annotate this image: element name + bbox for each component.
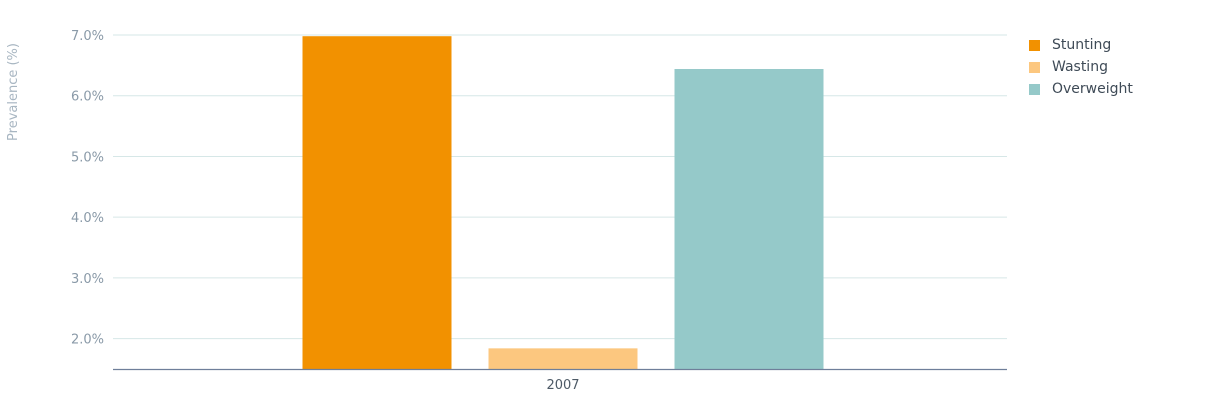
legend-swatch [1029,39,1040,51]
y-axis-label: Prevalence (%) [6,43,21,141]
x-tick-label: 2007 [546,378,579,393]
bars [302,36,824,370]
legend-label: Overweight [1052,81,1133,97]
y-tick-label: 6.0% [71,90,104,105]
x-axis-ticks: 2007 [546,378,579,393]
legend-label: Stunting [1052,37,1112,53]
grid-lines [113,34,1007,340]
y-tick-label: 2.0% [71,333,104,348]
y-axis-ticks: 2.0% 3.0% 4.0% 5.0% 6.0% 7.0% [71,29,104,348]
y-tick-label: 5.0% [71,150,104,165]
y-tick-label: 3.0% [71,272,104,287]
bar-stunting[interactable] [302,36,452,370]
legend-item-stunting[interactable]: Stunting [1029,34,1133,56]
y-tick-label: 4.0% [71,211,104,226]
y-tick-label: 7.0% [71,29,104,44]
legend: Stunting Wasting Overweight [1029,34,1133,100]
legend-label: Wasting [1052,59,1108,75]
legend-item-overweight[interactable]: Overweight [1029,78,1133,100]
bar-overweight[interactable] [674,69,824,370]
legend-swatch [1029,83,1040,95]
bar-wasting[interactable] [488,348,638,369]
legend-swatch [1029,61,1040,73]
legend-item-wasting[interactable]: Wasting [1029,56,1133,78]
